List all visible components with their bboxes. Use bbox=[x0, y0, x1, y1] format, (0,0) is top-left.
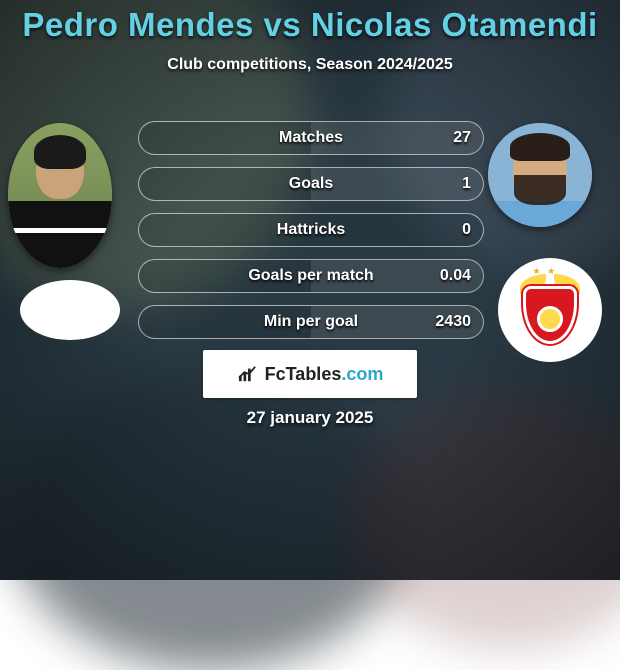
stat-label: Goals per match bbox=[248, 267, 373, 285]
subtitle: Club competitions, Season 2024/2025 bbox=[0, 56, 620, 74]
stat-bar: Goals 1 bbox=[138, 167, 484, 201]
stat-label: Hattricks bbox=[277, 221, 345, 239]
stat-bar: Min per goal 2430 bbox=[138, 305, 484, 339]
player-left-avatar bbox=[8, 123, 112, 268]
brand-domain: .com bbox=[341, 364, 383, 384]
stats-bars: Matches 27 Goals 1 Hattricks 0 Goals per match… bbox=[138, 121, 484, 351]
team-right-badge: ★ ★ ★ bbox=[498, 258, 602, 362]
brand-box: FcTables.com bbox=[203, 350, 417, 398]
stat-label: Min per goal bbox=[264, 313, 358, 331]
stat-value-right: 2430 bbox=[435, 313, 471, 331]
stat-bar: Matches 27 bbox=[138, 121, 484, 155]
brand-name: FcTables bbox=[265, 364, 342, 384]
stat-bar: Hattricks 0 bbox=[138, 213, 484, 247]
stat-bar: Goals per match 0.04 bbox=[138, 259, 484, 293]
stat-value-right: 27 bbox=[453, 129, 471, 147]
bar-fill-right bbox=[311, 168, 483, 200]
brand-chart-icon bbox=[237, 365, 259, 383]
stat-label: Matches bbox=[279, 129, 343, 147]
stat-value-right: 0 bbox=[462, 221, 471, 239]
player-right-avatar bbox=[488, 123, 592, 227]
date-text: 27 january 2025 bbox=[0, 408, 620, 428]
brand-text: FcTables.com bbox=[265, 364, 384, 385]
crest-icon: ★ ★ ★ bbox=[515, 272, 585, 348]
page-title: Pedro Mendes vs Nicolas Otamendi bbox=[0, 0, 620, 44]
team-left-badge bbox=[20, 280, 120, 340]
stat-value-right: 1 bbox=[462, 175, 471, 193]
stat-value-right: 0.04 bbox=[440, 267, 471, 285]
stat-label: Goals bbox=[289, 175, 333, 193]
